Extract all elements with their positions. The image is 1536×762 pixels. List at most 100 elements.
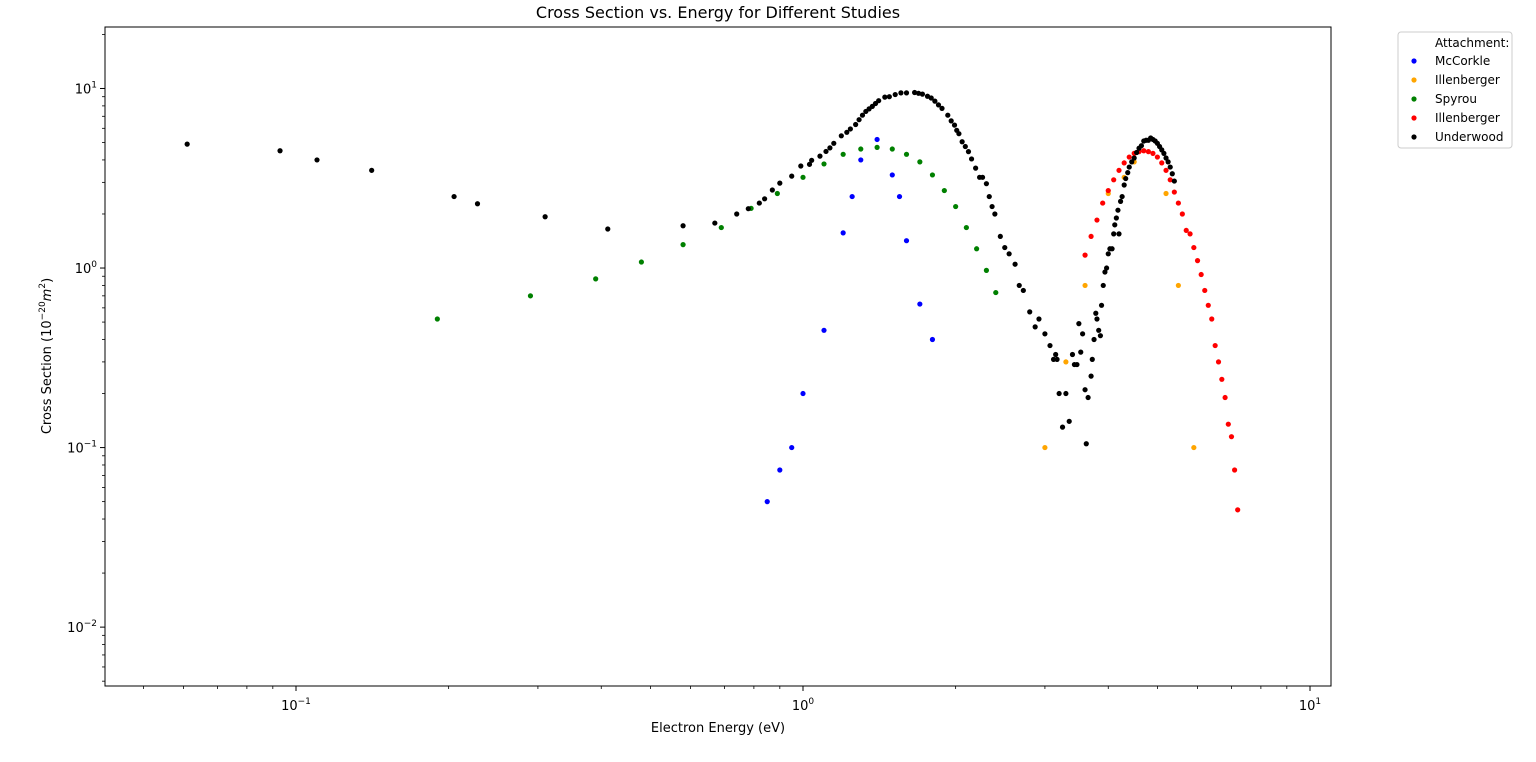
data-point bbox=[948, 118, 954, 124]
data-point bbox=[993, 289, 999, 296]
data-point bbox=[434, 316, 440, 322]
data-point bbox=[1053, 351, 1059, 358]
data-point bbox=[932, 98, 938, 104]
data-point bbox=[962, 143, 968, 150]
data-point bbox=[844, 129, 850, 135]
data-point bbox=[1165, 159, 1171, 165]
y-tick-label: 10−1 bbox=[67, 440, 97, 457]
y-tick-label: 100 bbox=[75, 260, 98, 277]
series-illenberger bbox=[1082, 148, 1241, 513]
data-point bbox=[859, 112, 866, 118]
data-point bbox=[847, 126, 853, 132]
data-point bbox=[1163, 155, 1169, 161]
data-point bbox=[903, 151, 910, 157]
legend-label: Illenberger bbox=[1435, 111, 1500, 125]
data-point bbox=[886, 94, 892, 100]
x-tick-label: 101 bbox=[1299, 697, 1321, 714]
data-point bbox=[983, 267, 990, 273]
data-point bbox=[935, 102, 942, 108]
data-point bbox=[827, 145, 833, 151]
data-point bbox=[777, 467, 783, 473]
data-point bbox=[1094, 316, 1100, 322]
data-point bbox=[858, 157, 864, 163]
data-point bbox=[1171, 189, 1177, 195]
series-spyrou bbox=[434, 144, 999, 322]
data-point bbox=[953, 203, 959, 210]
data-point bbox=[823, 148, 829, 155]
y-axis-label-prefix: Cross Section (10 bbox=[40, 320, 55, 434]
series-underwood bbox=[184, 89, 1177, 447]
y-tick-base: 10 bbox=[75, 82, 92, 97]
x-tick-label: 10−1 bbox=[281, 697, 311, 714]
data-point bbox=[929, 172, 936, 178]
data-point bbox=[1042, 444, 1048, 451]
legend-label: Spyrou bbox=[1435, 92, 1477, 106]
data-point bbox=[951, 122, 958, 128]
data-point bbox=[1069, 351, 1076, 358]
y-tick-exponent: 1 bbox=[91, 80, 97, 90]
data-point bbox=[941, 187, 947, 194]
data-point bbox=[1205, 302, 1211, 308]
plot-area bbox=[104, 26, 1332, 687]
data-point bbox=[939, 105, 945, 111]
data-point bbox=[1219, 376, 1225, 382]
legend-label: Illenberger bbox=[1435, 73, 1500, 87]
data-point bbox=[919, 91, 926, 97]
data-point bbox=[1056, 390, 1062, 397]
data-point bbox=[764, 499, 770, 505]
data-point bbox=[1066, 418, 1072, 424]
data-point bbox=[1167, 164, 1173, 170]
data-point bbox=[1117, 198, 1124, 204]
data-point bbox=[849, 193, 855, 200]
data-point bbox=[1167, 177, 1173, 183]
data-point bbox=[1194, 258, 1201, 264]
data-point bbox=[1163, 190, 1169, 197]
y-tick-base: 10 bbox=[67, 621, 84, 636]
data-point bbox=[917, 301, 923, 307]
data-point bbox=[1082, 387, 1088, 393]
data-point bbox=[1109, 246, 1115, 252]
data-point bbox=[1105, 251, 1111, 257]
data-point bbox=[821, 327, 827, 333]
data-point bbox=[1121, 182, 1127, 188]
data-point bbox=[605, 226, 611, 232]
data-point bbox=[638, 259, 645, 265]
data-point bbox=[789, 173, 795, 179]
data-point bbox=[903, 238, 910, 244]
data-point bbox=[892, 91, 898, 98]
data-point bbox=[898, 90, 904, 96]
data-point bbox=[1187, 231, 1193, 237]
data-point bbox=[1191, 244, 1197, 251]
data-point bbox=[1119, 193, 1125, 200]
data-point bbox=[1080, 331, 1086, 337]
data-point bbox=[1123, 175, 1129, 182]
y-axis-label: Cross Section (10−20m2) bbox=[38, 278, 55, 434]
data-point bbox=[856, 117, 862, 123]
data-point bbox=[973, 165, 979, 171]
data-point bbox=[1093, 310, 1099, 316]
data-point bbox=[1125, 170, 1131, 176]
data-point bbox=[1091, 336, 1097, 343]
data-point bbox=[989, 203, 995, 210]
legend-marker bbox=[1411, 58, 1417, 64]
data-point bbox=[1175, 200, 1181, 206]
legend-frame bbox=[1397, 31, 1513, 149]
data-point bbox=[896, 193, 903, 200]
data-point bbox=[789, 444, 795, 451]
data-point bbox=[1183, 227, 1189, 234]
x-axis: 10−1 100 101 bbox=[142, 686, 1321, 714]
data-point bbox=[1198, 271, 1204, 278]
data-point bbox=[745, 206, 751, 212]
data-point bbox=[1191, 444, 1197, 451]
data-point bbox=[889, 146, 895, 152]
data-point bbox=[1161, 150, 1167, 156]
data-point bbox=[1036, 316, 1042, 322]
legend-marker bbox=[1411, 77, 1417, 83]
data-point bbox=[1063, 359, 1069, 365]
data-point bbox=[882, 94, 888, 100]
x-axis-label: Electron Energy (eV) bbox=[651, 721, 785, 736]
data-point bbox=[451, 193, 457, 200]
data-point bbox=[1169, 171, 1175, 177]
data-point bbox=[1097, 333, 1104, 339]
data-points bbox=[184, 89, 1241, 513]
